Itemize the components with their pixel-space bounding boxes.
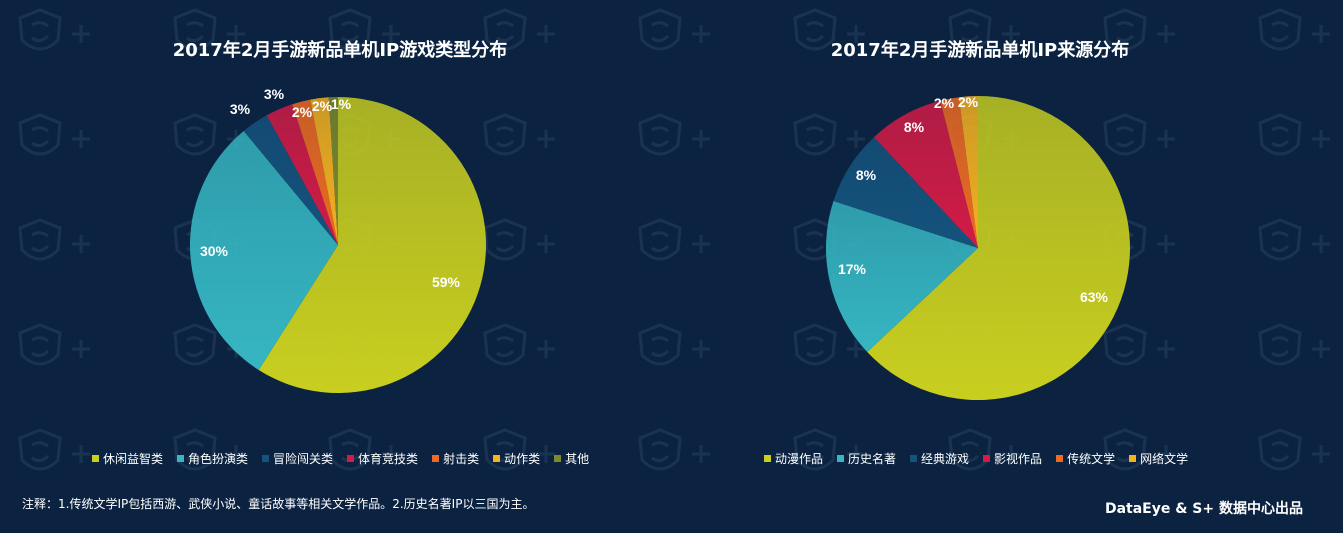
slice-value-label-0: 63% bbox=[1080, 289, 1109, 305]
legend-label: 角色扮演类 bbox=[188, 452, 249, 466]
legend-swatch bbox=[1129, 455, 1137, 462]
legend-label: 动作类 bbox=[504, 452, 541, 466]
slice-value-label-6: 1% bbox=[331, 96, 352, 112]
pie-slice-3 bbox=[873, 100, 978, 248]
legend-label: 射击类 bbox=[443, 452, 480, 466]
legend-item-6: 其他 bbox=[554, 450, 589, 467]
legend-label: 影视作品 bbox=[994, 452, 1043, 466]
pie-chart-game-type: 59%30%3%3%2% 2%1% bbox=[189, 86, 486, 394]
slice-value-label-4: 2% bbox=[292, 104, 313, 120]
legend-swatch bbox=[764, 455, 771, 462]
legend-swatch bbox=[432, 455, 440, 462]
legend-swatch bbox=[177, 455, 185, 462]
legend-item-3: 影视作品 bbox=[983, 450, 1042, 467]
legend-item-4: 传统文学 bbox=[1056, 450, 1115, 467]
legend-label: 历史名著 bbox=[848, 452, 897, 466]
pie-slice-6 bbox=[328, 97, 338, 245]
legend-label: 体育竞技类 bbox=[358, 452, 419, 466]
slice-value-label-2: 3% bbox=[230, 101, 251, 117]
legend-swatch bbox=[837, 455, 845, 462]
legend-item-3: 体育竞技类 bbox=[347, 450, 418, 467]
slice-value-label-1: 17% bbox=[838, 261, 867, 277]
legend-item-4: 射击类 bbox=[432, 450, 479, 467]
legend-item-1: 历史名著 bbox=[837, 450, 896, 467]
chart-title-ip-source: 2017年2月手游新品单机IP来源分布 bbox=[830, 40, 1130, 61]
pie-slice-0 bbox=[258, 97, 486, 394]
legend-item-5: 网络文学 bbox=[1129, 450, 1188, 467]
slice-value-label-2: 8% bbox=[856, 167, 877, 183]
legend-swatch bbox=[983, 455, 991, 462]
legend-swatch bbox=[347, 455, 355, 462]
legend-label: 传统文学 bbox=[1067, 452, 1116, 466]
slice-value-label-1: 30% bbox=[200, 243, 229, 259]
legend-swatch bbox=[493, 455, 501, 462]
legend-game-type: 休闲益智类 角色扮演类 冒险闯关类 体育竞技类 射击类 动作类 其他 bbox=[92, 450, 589, 467]
legend-ip-source: 动漫作品 历史名著 经典游戏 影视作品 传统文学 网络文学 bbox=[764, 450, 1188, 467]
slice-value-label-5: 2% bbox=[958, 94, 979, 110]
legend-item-1: 角色扮演类 bbox=[177, 450, 248, 467]
legend-label: 经典游戏 bbox=[921, 452, 970, 466]
legend-swatch bbox=[554, 455, 562, 462]
legend-label: 休闲益智类 bbox=[103, 452, 164, 466]
legend-item-5: 动作类 bbox=[493, 450, 540, 467]
pie-slice-1 bbox=[189, 130, 338, 370]
legend-item-2: 经典游戏 bbox=[910, 450, 969, 467]
pie-slice-4 bbox=[292, 99, 338, 245]
pie-slice-1 bbox=[826, 201, 978, 353]
pie-slice-0 bbox=[867, 96, 1130, 400]
pie-chart-ip-source: 63% 17% 8% 8% 2% 2% bbox=[826, 94, 1130, 400]
pie-slice-4 bbox=[940, 97, 978, 248]
legend-item-2: 冒险闯关类 bbox=[262, 450, 333, 467]
legend-item-0: 动漫作品 bbox=[764, 450, 823, 467]
slice-value-label-0: 59% bbox=[432, 274, 461, 290]
footnote: 注释：1.传统文学IP包括西游、武侠小说、童话故事等相关文学作品。2.历史名著I… bbox=[22, 497, 535, 511]
pie-slice-2 bbox=[243, 115, 338, 245]
legend-item-0: 休闲益智类 bbox=[92, 450, 163, 467]
slice-value-label-3: 8% bbox=[904, 119, 925, 135]
pie-slice-2 bbox=[833, 137, 978, 248]
legend-swatch bbox=[1056, 455, 1064, 462]
legend-swatch bbox=[92, 455, 99, 462]
pie-slice-3 bbox=[266, 104, 338, 245]
slice-value-label-3: 3% bbox=[264, 86, 285, 102]
legend-swatch bbox=[262, 455, 270, 462]
legend-swatch bbox=[910, 455, 918, 462]
legend-label: 网络文学 bbox=[1140, 452, 1189, 466]
credit-text: DataEye & S+ 数据中心出品 bbox=[1104, 501, 1303, 517]
pie-slice-5 bbox=[958, 96, 978, 248]
legend-label: 动漫作品 bbox=[775, 452, 824, 466]
slice-value-label-5: 2% bbox=[312, 98, 333, 114]
chart-title-game-type: 2017年2月手游新品单机IP游戏类型分布 bbox=[172, 40, 508, 61]
pie-slice-5 bbox=[310, 97, 338, 245]
legend-label: 冒险闯关类 bbox=[273, 452, 334, 466]
legend-label: 其他 bbox=[565, 452, 590, 466]
slice-value-label-4: 2% bbox=[934, 95, 955, 111]
